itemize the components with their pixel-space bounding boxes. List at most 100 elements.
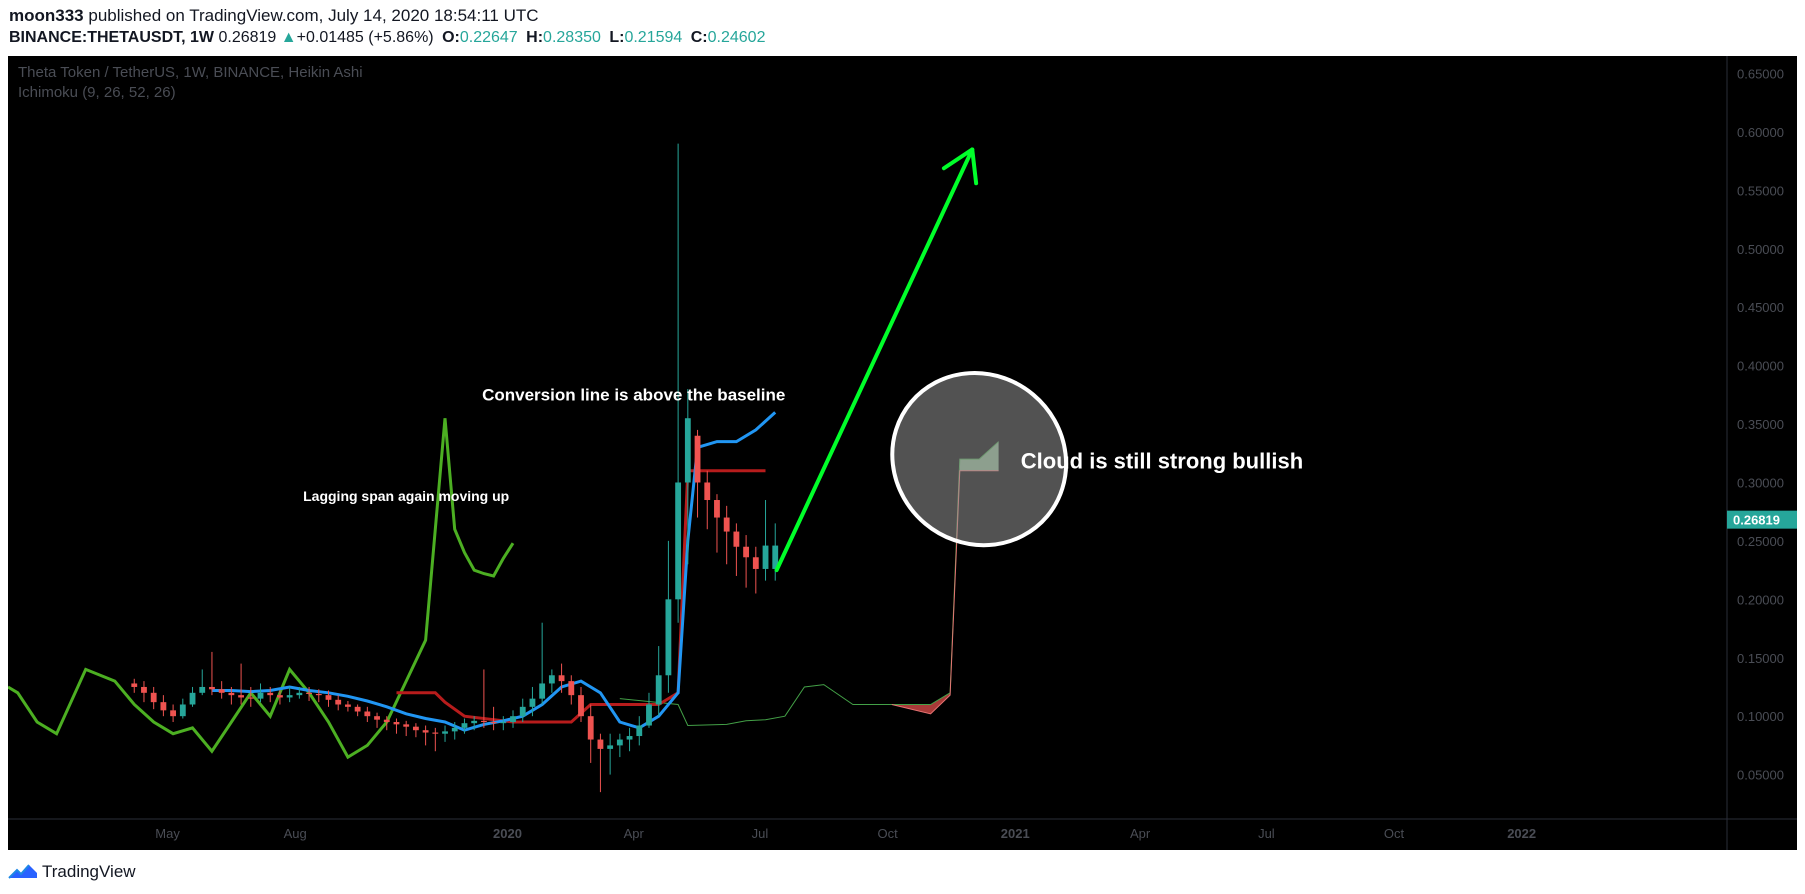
candle-body	[267, 692, 274, 696]
open-value: 0.22647	[459, 29, 518, 46]
candle-body	[179, 704, 186, 717]
high-value: 0.28350	[543, 29, 601, 46]
candle-body	[772, 545, 779, 569]
candle-body	[277, 695, 283, 698]
candle-body	[383, 719, 390, 723]
low-label: L:	[609, 29, 625, 46]
annotation-cloud: Cloud is still strong bullish	[1021, 448, 1303, 473]
price-change: +0.01485 (+5.86%)	[296, 29, 434, 46]
indicator-legend[interactable]: Ichimoku (9, 26, 52, 26)	[18, 84, 176, 101]
candle-body	[490, 722, 497, 724]
price-axis[interactable]: 0.05000 0.10000 0.15000 0.20000 0.25000 0.300…	[1737, 67, 1784, 783]
candle-body	[228, 692, 235, 696]
candle-body	[364, 711, 371, 717]
candle-body	[131, 683, 138, 687]
candle-body	[568, 681, 575, 696]
candle-body	[403, 724, 410, 727]
publish-info: moon333 published on TradingView.com, Ju…	[9, 6, 539, 26]
bullish-arrow	[774, 147, 975, 573]
candle-body	[393, 722, 400, 725]
y-tick-label: 0.55000	[1737, 183, 1784, 198]
lagging-span-line	[8, 418, 515, 760]
candle-body	[432, 732, 439, 734]
candle-body	[374, 716, 380, 720]
candle-body	[548, 675, 555, 684]
candle-body	[733, 531, 740, 547]
candles	[131, 143, 779, 793]
candle-body	[616, 739, 623, 746]
y-tick-label: 0.60000	[1737, 125, 1784, 140]
candle-body	[694, 435, 701, 483]
candle-body	[296, 692, 303, 696]
candle-body	[529, 698, 536, 707]
close-value: 0.24602	[707, 29, 766, 46]
candle-body	[471, 720, 478, 724]
x-tick-label: 2020	[493, 826, 522, 841]
symbol-name: BINANCE:THETAUSDT, 1W	[9, 29, 215, 46]
candle-body	[247, 697, 254, 699]
candle-body	[451, 727, 458, 732]
candle-body	[675, 482, 682, 600]
drawings: Conversion line is above the baseline Lag…	[303, 147, 1303, 573]
candle-body	[539, 683, 546, 699]
tradingview-brand[interactable]: TradingView	[42, 862, 136, 881]
x-tick-label: Oct	[1384, 826, 1405, 841]
y-tick-label: 0.30000	[1737, 475, 1784, 490]
candle-body	[752, 557, 759, 569]
candle-body	[199, 686, 206, 693]
candle-body	[160, 702, 167, 711]
candle-body	[723, 517, 730, 532]
candle-body	[150, 692, 157, 703]
candle-body	[704, 482, 711, 501]
y-tick-label: 0.15000	[1737, 651, 1784, 666]
cloud-highlight-ellipse	[890, 371, 1069, 548]
candle-body	[578, 695, 584, 717]
last-price: 0.26819	[218, 29, 277, 46]
x-tick-label: May	[155, 826, 180, 841]
y-tick-label: 0.05000	[1737, 768, 1784, 783]
candle-body	[170, 710, 177, 717]
candle-body	[325, 695, 332, 700]
author-name[interactable]: moon333	[9, 6, 84, 25]
candle-body	[354, 706, 361, 712]
candle-body	[500, 722, 507, 724]
candle-body	[607, 745, 614, 749]
x-tick-label: Jul	[752, 826, 769, 841]
symbol-info: BINANCE:THETAUSDT, 1W 0.26819 ▲+0.01485 …	[9, 29, 765, 47]
candle-body	[335, 699, 342, 705]
candle-body	[480, 720, 487, 723]
candle-body	[442, 731, 448, 734]
candle-body	[306, 692, 312, 694]
x-tick-label: 2021	[1001, 826, 1030, 841]
candle-body	[743, 546, 750, 558]
annotation-conversion: Conversion line is above the baseline	[482, 386, 785, 405]
x-tick-label: Apr	[624, 826, 645, 841]
candle-body	[189, 692, 196, 705]
candle-body	[510, 716, 516, 723]
candle-body	[141, 686, 147, 693]
y-tick-label: 0.25000	[1737, 534, 1784, 549]
candle-body	[597, 739, 604, 749]
close-label: C:	[690, 29, 708, 46]
candle-body	[646, 704, 652, 726]
candle-body	[684, 418, 691, 483]
price-chart[interactable]: Theta Token / TetherUS, 1W, BINANCE, Hei…	[8, 56, 1797, 850]
open-label: O:	[442, 29, 460, 46]
candle-body	[422, 730, 429, 733]
y-tick-label: 0.35000	[1737, 417, 1784, 432]
candle-body	[519, 706, 526, 717]
x-tick-label: Apr	[1130, 826, 1151, 841]
candle-body	[655, 675, 662, 705]
time-axis[interactable]: May Aug 2020 Apr Jul Oct 2021 Apr Jul Oct 2022	[155, 826, 1536, 841]
last-price-tag-label: 0.26819	[1733, 513, 1780, 528]
candle-body	[218, 689, 225, 693]
x-tick-label: Oct	[878, 826, 899, 841]
annotation-lagging: Lagging span again moving up	[303, 488, 509, 504]
candle-body	[345, 704, 351, 707]
candle-body	[412, 726, 419, 731]
candle-body	[762, 545, 769, 569]
published-text: published on TradingView.com, July 14, 2…	[88, 6, 539, 25]
y-tick-label: 0.40000	[1737, 359, 1784, 374]
low-value: 0.21594	[624, 29, 683, 46]
candle-body	[665, 599, 672, 676]
